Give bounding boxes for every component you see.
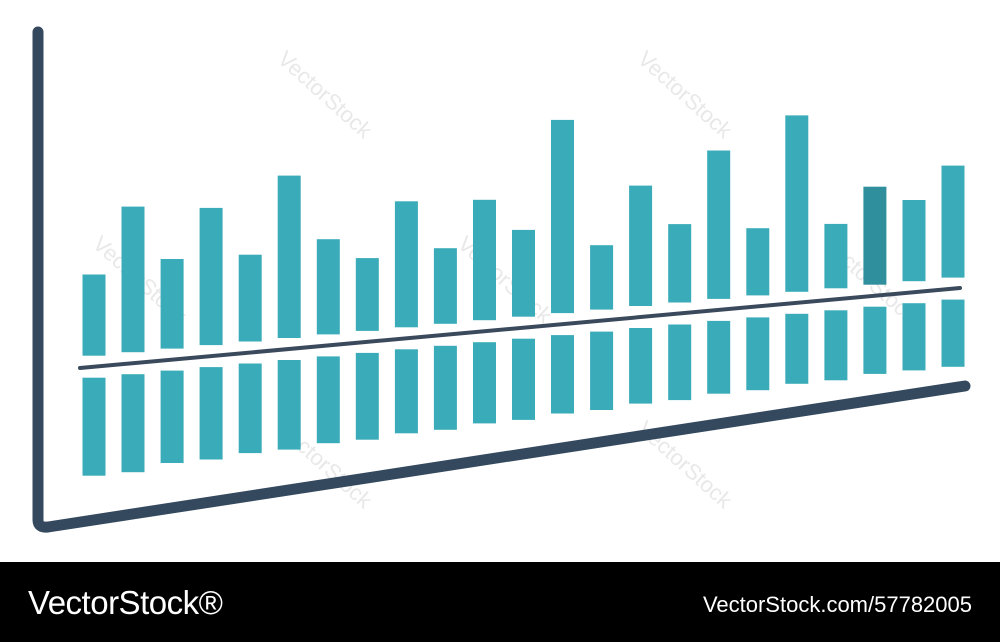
upper-bar-23 <box>941 165 965 278</box>
upper-bar-15 <box>629 185 653 306</box>
lower-bar-23 <box>941 299 965 367</box>
watermark-text-2: VectorStock <box>633 46 738 144</box>
lower-bar-20 <box>824 310 848 381</box>
lower-bar-17 <box>707 320 731 394</box>
lower-bar-19 <box>785 313 809 384</box>
upper-bar-19 <box>785 115 809 292</box>
upper-bar-5 <box>238 254 262 342</box>
upper-bar-1 <box>82 274 106 356</box>
lower-bar-22 <box>902 303 926 371</box>
upper-bar-13 <box>551 119 574 314</box>
bar-chart: VectorStock VectorStockVectorStockVectorS… <box>32 26 971 533</box>
lower-bar-18 <box>746 317 770 391</box>
lower-bars <box>82 299 965 476</box>
upper-bar-14 <box>590 245 614 310</box>
baseline-line <box>78 286 962 370</box>
upper-bar-10 <box>433 248 457 324</box>
upper-bar-20 <box>824 223 848 289</box>
chart-area: VectorStock VectorStock VectorStock VectorS… <box>32 26 971 533</box>
lower-bar-9 <box>394 349 418 434</box>
lower-bar-4 <box>199 367 223 460</box>
image-id-text: VectorStock.com/57782005 <box>702 592 972 617</box>
lower-bar-2 <box>121 374 145 473</box>
lower-bar-13 <box>551 335 574 414</box>
lower-bar-5 <box>238 363 262 454</box>
lower-bar-16 <box>668 324 692 401</box>
watermark-text-1: VectorStock <box>273 46 378 144</box>
upper-bar-2 <box>121 206 145 353</box>
upper-bar-3 <box>160 259 184 349</box>
upper-bar-4 <box>199 207 223 346</box>
upper-bar-9 <box>394 201 418 328</box>
lower-bar-6 <box>277 360 301 450</box>
upper-bar-16 <box>668 224 692 303</box>
lower-bar-14 <box>590 331 614 410</box>
upper-bar-11 <box>473 199 496 321</box>
brand-logo-text: VectorStock® <box>28 584 223 621</box>
lower-bar-12 <box>512 338 535 420</box>
upper-bar-8 <box>355 258 379 331</box>
lower-bar-1 <box>82 377 106 476</box>
upper-bar-22 <box>902 200 926 282</box>
lower-bar-7 <box>316 356 340 444</box>
footer-bar: VectorStock® VectorStock.com/57782005 <box>0 562 1000 642</box>
watermark-text-4: VectorStock <box>453 231 558 329</box>
lower-bar-10 <box>433 345 457 430</box>
lower-bar-11 <box>473 342 496 424</box>
upper-bars <box>82 115 965 356</box>
lower-bar-21 <box>863 306 887 374</box>
lower-bar-8 <box>355 352 379 440</box>
upper-bar-18 <box>746 228 770 296</box>
upper-bar-17 <box>707 150 731 299</box>
axis-line <box>32 26 971 533</box>
upper-bar-7 <box>316 239 340 335</box>
upper-bar-21 <box>863 186 887 285</box>
upper-bar-12 <box>512 229 535 317</box>
upper-bar-6 <box>277 175 301 338</box>
lower-bar-15 <box>629 328 653 404</box>
lower-bar-3 <box>160 370 184 463</box>
